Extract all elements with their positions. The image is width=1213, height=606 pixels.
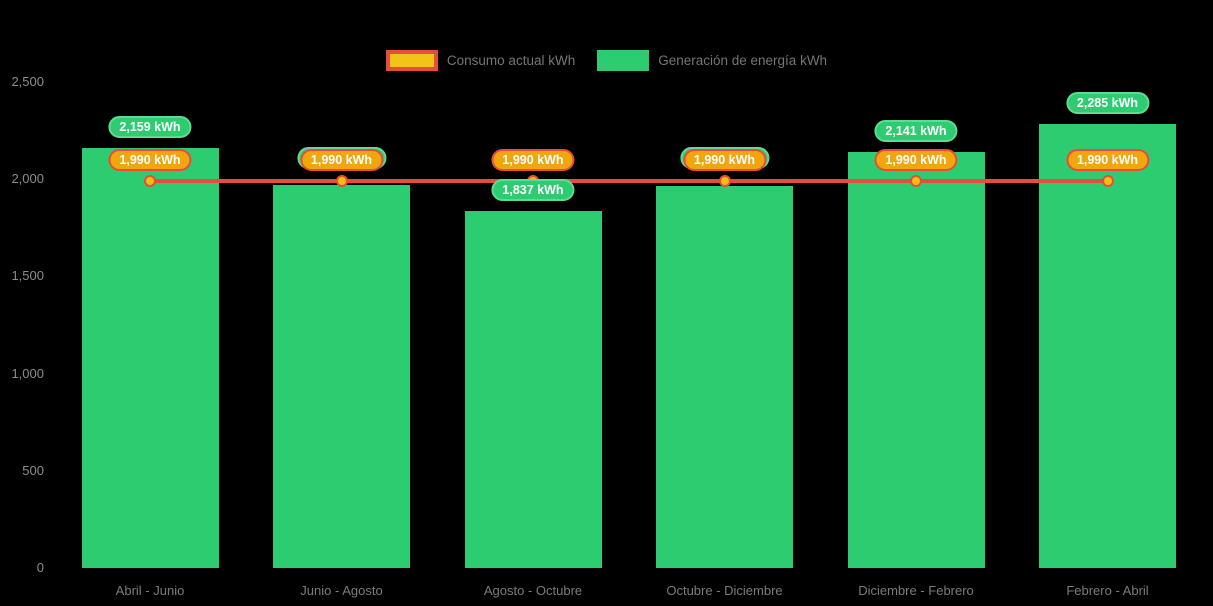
consumo-point[interactable] xyxy=(1101,175,1114,188)
bar-generacion[interactable] xyxy=(81,148,219,568)
x-axis-category-label: Junio - Agosto xyxy=(300,583,383,598)
y-axis-tick-label: 0 xyxy=(36,560,44,575)
x-axis-category-label: Abril - Junio xyxy=(115,583,185,598)
legend-label-generacion: Generación de energía kWh xyxy=(658,53,828,68)
consumption-value-label: 1,990 kWh xyxy=(108,149,192,172)
generation-value-label: 2,285 kWh xyxy=(1065,91,1150,114)
bar-generacion[interactable] xyxy=(847,151,985,568)
legend-swatch-consumo xyxy=(385,50,438,71)
consumo-point[interactable] xyxy=(910,175,922,188)
consumption-value-label: 1,990 kWh xyxy=(1065,149,1150,172)
consumo-point[interactable] xyxy=(335,175,348,188)
consumption-value-label: 1,990 kWh xyxy=(491,149,575,172)
x-axis-category-label: Diciembre - Febrero xyxy=(858,583,974,598)
chart-legend: Consumo actual kWh Generación de energía… xyxy=(0,50,1213,71)
generation-value-label: 2,141 kWh xyxy=(874,119,958,142)
x-axis-category-label: Octubre - Diciembre xyxy=(666,583,783,598)
legend-item-generacion[interactable]: Generación de energía kWh xyxy=(597,50,827,71)
bar-generacion[interactable] xyxy=(1039,123,1176,568)
bar-generacion[interactable] xyxy=(273,185,410,568)
bar-generacion[interactable] xyxy=(464,210,602,568)
bar-generacion[interactable] xyxy=(656,186,793,568)
consumption-value-label: 1,990 kWh xyxy=(874,149,958,172)
generation-value-label: 1,837 kWh xyxy=(491,178,575,201)
y-axis-tick-label: 1,000 xyxy=(11,365,44,381)
x-axis-category-label: Agosto - Octubre xyxy=(483,583,583,598)
y-axis-tick-label: 2,500 xyxy=(11,74,44,89)
consumo-point[interactable] xyxy=(144,175,156,188)
legend-item-consumo[interactable]: Consumo actual kWh xyxy=(385,50,576,71)
y-axis-tick-label: 1,500 xyxy=(11,268,44,284)
consumption-value-label: 1,990 kWh xyxy=(299,149,384,172)
y-axis-tick-label: 500 xyxy=(22,462,44,478)
consumo-line xyxy=(150,179,1108,184)
x-axis-category-label: Febrero - Abril xyxy=(1066,583,1149,598)
y-axis-tick-label: 2,000 xyxy=(11,171,44,187)
legend-swatch-generacion xyxy=(597,50,650,71)
generation-value-label: 2,159 kWh xyxy=(108,116,192,139)
consumo-point[interactable] xyxy=(718,175,731,188)
consumption-value-label: 1,990 kWh xyxy=(682,149,767,172)
legend-label-consumo: Consumo actual kWh xyxy=(446,53,576,68)
